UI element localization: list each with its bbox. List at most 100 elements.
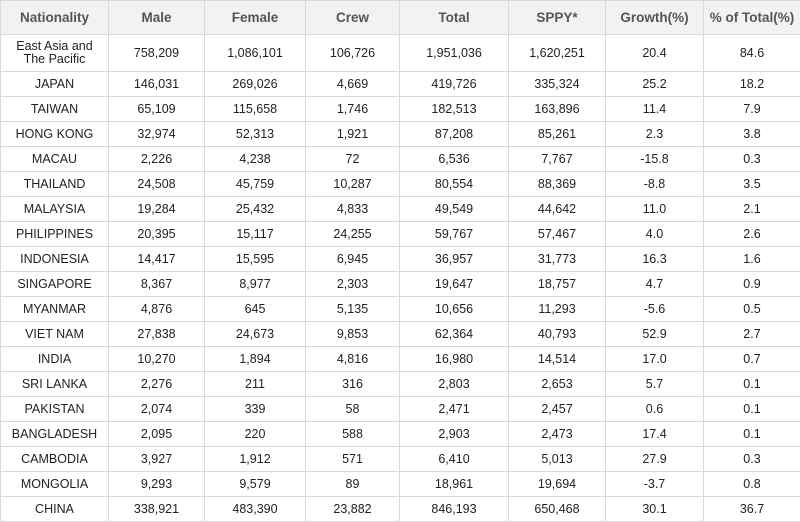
value-cell: 588 [306,422,400,447]
column-header-female: Female [205,1,306,35]
nationality-cell: PHILIPPINES [1,222,109,247]
value-cell: -15.8 [606,147,704,172]
value-cell: 5,135 [306,297,400,322]
value-cell: 24,508 [109,172,205,197]
value-cell: 0.1 [704,397,800,422]
value-cell: 19,694 [509,472,606,497]
value-cell: 85,261 [509,122,606,147]
nationality-cell: SRI LANKA [1,372,109,397]
value-cell: 27,838 [109,322,205,347]
value-cell: 62,364 [400,322,509,347]
nationality-cell: MONGOLIA [1,472,109,497]
value-cell: 36,957 [400,247,509,272]
value-cell: 1,951,036 [400,35,509,72]
value-cell: 2.7 [704,322,800,347]
value-cell: 10,270 [109,347,205,372]
value-cell: 2,653 [509,372,606,397]
value-cell: 25.2 [606,72,704,97]
value-cell: 16.3 [606,247,704,272]
value-cell: 18,961 [400,472,509,497]
value-cell: 15,117 [205,222,306,247]
value-cell: 1,086,101 [205,35,306,72]
nationality-cell: PAKISTAN [1,397,109,422]
nationality-cell: SINGAPORE [1,272,109,297]
value-cell: 6,536 [400,147,509,172]
value-cell: 6,410 [400,447,509,472]
value-cell: 4.7 [606,272,704,297]
value-cell: 4.0 [606,222,704,247]
value-cell: 31,773 [509,247,606,272]
nationality-cell: CAMBODIA [1,447,109,472]
value-cell: 5.7 [606,372,704,397]
value-cell: 269,026 [205,72,306,97]
value-cell: 84.6 [704,35,800,72]
value-cell: 650,468 [509,497,606,522]
value-cell: 16,980 [400,347,509,372]
value-cell: 2,803 [400,372,509,397]
value-cell: 6,945 [306,247,400,272]
value-cell: 30.1 [606,497,704,522]
column-header-percent-of-total: % of Total(%) [704,1,800,35]
value-cell: 24,673 [205,322,306,347]
value-cell: 1,912 [205,447,306,472]
value-cell: 2,226 [109,147,205,172]
value-cell: 0.3 [704,447,800,472]
column-header-nationality: Nationality [1,1,109,35]
value-cell: 0.3 [704,147,800,172]
value-cell: 146,031 [109,72,205,97]
value-cell: 58 [306,397,400,422]
value-cell: 19,647 [400,272,509,297]
value-cell: 11.0 [606,197,704,222]
value-cell: 106,726 [306,35,400,72]
value-cell: 9,853 [306,322,400,347]
value-cell: 14,514 [509,347,606,372]
value-cell: 9,293 [109,472,205,497]
value-cell: 2,074 [109,397,205,422]
value-cell: 2,303 [306,272,400,297]
value-cell: 758,209 [109,35,205,72]
value-cell: 1.6 [704,247,800,272]
value-cell: 5,013 [509,447,606,472]
value-cell: 36.7 [704,497,800,522]
value-cell: 65,109 [109,97,205,122]
nationality-cell: THAILAND [1,172,109,197]
value-cell: 2,473 [509,422,606,447]
value-cell: 4,816 [306,347,400,372]
value-cell: 10,287 [306,172,400,197]
nationality-cell: VIET NAM [1,322,109,347]
value-cell: 645 [205,297,306,322]
column-header-male: Male [109,1,205,35]
nationality-cell: JAPAN [1,72,109,97]
value-cell: 483,390 [205,497,306,522]
column-header-sppy: SPPY* [509,1,606,35]
value-cell: 0.7 [704,347,800,372]
column-header-crew: Crew [306,1,400,35]
value-cell: 18.2 [704,72,800,97]
value-cell: 24,255 [306,222,400,247]
nationality-cell: INDONESIA [1,247,109,272]
value-cell: 335,324 [509,72,606,97]
value-cell: 7,767 [509,147,606,172]
value-cell: 44,642 [509,197,606,222]
value-cell: 25,432 [205,197,306,222]
value-cell: 10,656 [400,297,509,322]
value-cell: 2,095 [109,422,205,447]
value-cell: 0.1 [704,422,800,447]
nationality-cell: MALAYSIA [1,197,109,222]
value-cell: 4,669 [306,72,400,97]
value-cell: 15,595 [205,247,306,272]
